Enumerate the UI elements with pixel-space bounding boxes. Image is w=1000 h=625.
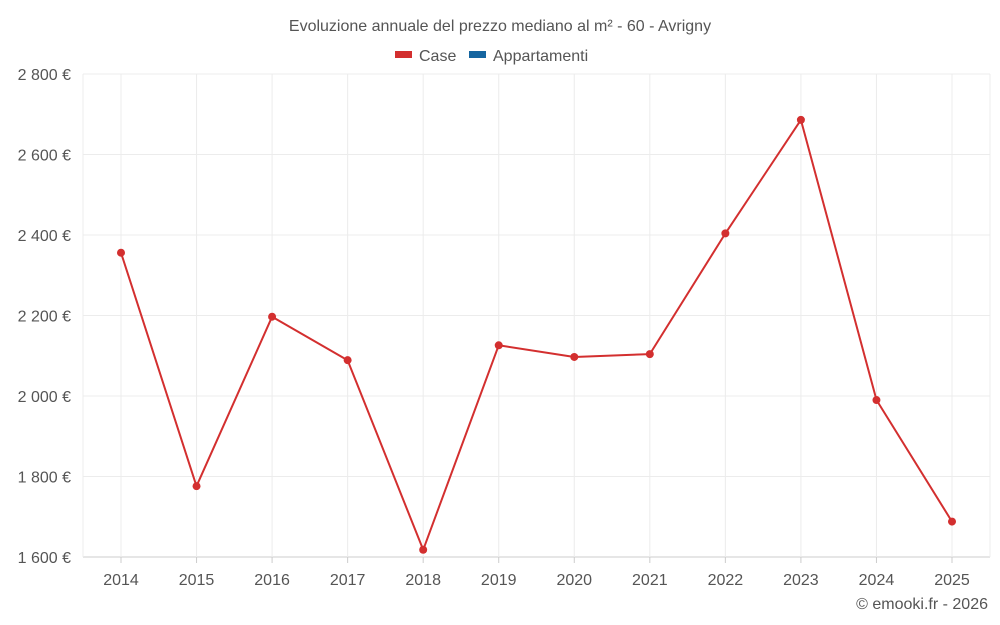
y-tick-label: 2 400 € [18, 228, 71, 245]
x-tick-label: 2015 [179, 572, 215, 589]
data-point[interactable] [494, 341, 503, 350]
data-point[interactable] [872, 396, 881, 405]
data-point[interactable] [192, 482, 201, 491]
legend-label-appartamenti: Appartamenti [493, 48, 588, 65]
x-tick-label: 2017 [330, 572, 366, 589]
data-point[interactable] [948, 517, 956, 526]
y-gridlines [83, 73, 990, 558]
x-tick-label: 2018 [405, 572, 441, 589]
data-point[interactable] [419, 545, 428, 554]
data-point[interactable] [343, 356, 352, 365]
legend: Case Appartamenti [395, 48, 588, 65]
y-tick-label: 2 000 € [18, 389, 71, 406]
x-tick-label: 2014 [103, 572, 139, 589]
legend-item-case[interactable]: Case [395, 48, 456, 65]
legend-swatch-case [395, 51, 412, 58]
x-tick-label: 2021 [632, 572, 668, 589]
data-point[interactable] [117, 248, 125, 257]
x-tick-label: 2020 [556, 572, 592, 589]
y-tick-label: 2 800 € [18, 67, 71, 84]
x-axis-labels: 2014 2015 2016 2017 2018 2019 2020 2021 2022 2023… [103, 557, 970, 589]
series-line-case [120, 118, 953, 551]
x-tick-label: 2023 [783, 572, 819, 589]
y-tick-label: 2 200 € [18, 309, 71, 326]
x-tick-label: 2016 [254, 572, 290, 589]
y-tick-label: 1 600 € [18, 550, 71, 567]
data-point[interactable] [645, 350, 654, 359]
data-point[interactable] [268, 312, 277, 321]
y-axis-labels: 1 600 € 1 800 € 2 000 € 2 200 € 2 400 € 2 600… [18, 67, 71, 567]
x-tick-label: 2025 [934, 572, 970, 589]
data-point[interactable] [796, 115, 805, 124]
chart-title: Evoluzione annuale del prezzo mediano al… [289, 18, 711, 35]
x-tick-label: 2022 [708, 572, 744, 589]
data-point[interactable] [570, 352, 579, 361]
series-case [117, 115, 956, 554]
y-tick-label: 1 800 € [18, 470, 71, 487]
x-tick-label: 2019 [481, 572, 517, 589]
credit-text: © emooki.fr - 2026 [856, 596, 988, 613]
x-tick-label: 2024 [859, 572, 895, 589]
data-point[interactable] [721, 229, 730, 238]
legend-swatch-appartamenti [469, 51, 486, 58]
legend-label-case: Case [419, 48, 456, 65]
x-gridlines [82, 74, 991, 557]
legend-item-appartamenti[interactable]: Appartamenti [469, 48, 588, 65]
y-tick-label: 2 600 € [18, 148, 71, 165]
